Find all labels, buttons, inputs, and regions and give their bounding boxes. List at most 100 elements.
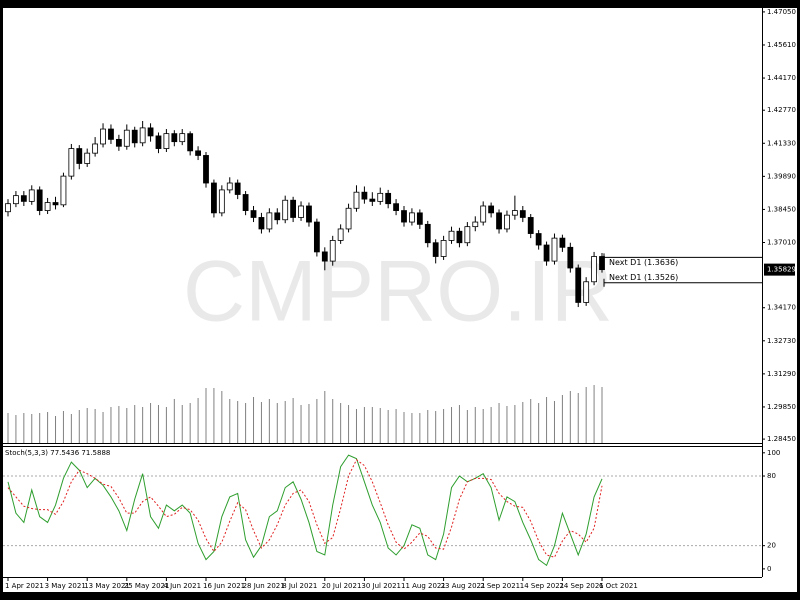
volume-bar [70,414,72,443]
volume-bar [458,405,460,443]
volume-bar [173,399,175,443]
price-tick-label: 1.37010 [767,238,796,246]
volume-bar [553,401,555,443]
candle-body [583,281,590,303]
candle-body [155,135,162,149]
candle-body [472,221,479,228]
candle-body [52,202,59,206]
volume-bar [498,403,500,443]
stoch-tick-label: 20 [767,542,776,550]
volume-bar [435,411,437,443]
candle-body [401,210,407,223]
volume-bar [324,391,326,443]
candle-body [84,152,91,164]
candle-body [242,194,249,211]
time-label: 11 Aug 2021 [401,582,446,590]
volume-bar [522,402,524,443]
volume-bar [31,414,33,443]
candle-body [298,205,304,218]
volume-bar [292,398,294,443]
volume-bar [268,399,270,443]
volume-bar [546,397,548,443]
candle-body [424,223,431,244]
time-label: 25 May 2021 [124,582,170,590]
volume-bar [165,407,167,443]
stoch-tick-label: 100 [767,449,780,457]
volume-bar [126,408,128,443]
candle-body [440,240,447,257]
candle-body [543,244,550,262]
current-price-box [764,263,795,276]
time-label: 28 Jun 2021 [243,582,285,590]
volume-bar [308,404,310,443]
volume-bar [86,408,88,443]
candle-body [591,256,597,283]
candle-body [504,214,510,230]
volume-bar [561,395,563,443]
volume-bar [419,413,421,443]
time-label: 4 Jun 2021 [163,582,201,590]
candle-body [258,217,265,230]
candle-body [60,175,67,206]
volume-bar [569,391,571,443]
candle-body [353,191,360,209]
volume-bar [300,405,302,443]
candle-body [345,207,352,230]
time-label: 13 May 2021 [84,582,130,590]
candle-body [115,138,122,147]
time-label: 14 Sep 2021 [520,582,564,590]
volume-bar [142,407,144,443]
volume-bar [538,403,540,443]
candle-body [535,233,542,246]
volume-bar [379,408,381,443]
volume-bar [260,402,262,443]
candle-body [432,242,439,257]
candle-body [313,221,320,253]
candle-body [511,210,518,216]
candle-body [28,189,35,202]
price-tick-label: 1.32730 [767,337,796,345]
time-label: 8 Jul 2021 [282,582,317,590]
volume-bar [316,399,318,443]
volume-bar [490,407,492,443]
candle-body [385,192,392,205]
watermark: CMPRO.IR [183,244,613,340]
volume-bar [94,409,96,443]
candle-body [519,210,526,218]
volume-bar [205,388,207,443]
volume-bar [411,413,413,443]
price-tick-label: 1.44170 [767,74,796,82]
candle-body [147,127,154,137]
volume-bar [332,399,334,443]
level-label: Next D1 (1.3636) [609,258,678,267]
level-label: Next D1 (1.3526) [609,273,678,282]
candle-body [218,189,225,214]
volume-bar [427,410,429,443]
candle-body [100,128,106,145]
candle-body [416,212,423,225]
price-tick-label: 1.29850 [767,403,796,411]
time-label: 3 May 2021 [45,582,86,590]
price-tick-label: 1.34170 [767,304,796,312]
chart-background [3,8,797,592]
volume-bar [7,413,9,443]
candle-body [488,205,495,214]
stoch-tick-label: 0 [767,565,771,573]
price-tick-label: 1.45610 [767,41,796,49]
stoch-tick-label: 80 [767,472,776,480]
candle-body [496,212,502,230]
candle-body [464,226,471,244]
volume-bar [371,407,373,443]
candle-body [393,203,399,211]
candle-body [76,148,83,164]
volume-bar [229,399,231,443]
candle-body [282,199,289,221]
volume-bar [110,407,112,443]
volume-bar [47,412,49,443]
volume-bar [395,409,397,443]
volume-bar [482,409,484,443]
candle-body [5,203,11,213]
volume-bar [15,415,17,443]
volume-bar [118,406,120,443]
